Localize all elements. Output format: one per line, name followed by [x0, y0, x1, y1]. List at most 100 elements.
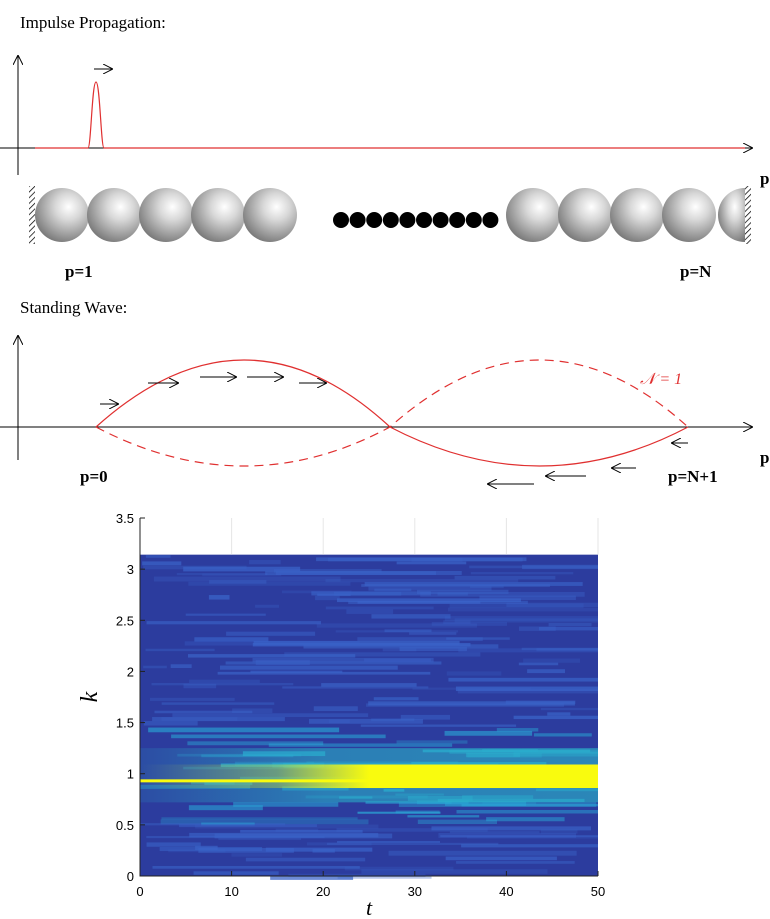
heatmap-streak — [253, 640, 460, 645]
heatmap-streak — [152, 717, 285, 722]
heatmap-streak — [454, 618, 598, 623]
heatmap-streak — [273, 569, 382, 573]
heatmap-streak — [160, 819, 369, 825]
heatmap-streak — [540, 829, 578, 834]
heatmap-streak — [255, 604, 280, 608]
dot — [482, 212, 499, 228]
heatmap-streak — [146, 842, 201, 847]
x-tick-label: 20 — [316, 884, 330, 899]
heatmap-streak — [384, 629, 432, 633]
dot — [382, 212, 399, 228]
heatmap-streak — [337, 875, 432, 879]
y-tick-label: 1.5 — [116, 716, 134, 731]
heatmap-streak — [357, 601, 481, 604]
heatmap-streak — [233, 802, 339, 807]
dot — [449, 212, 466, 228]
x-tick-label: 30 — [408, 884, 422, 899]
x-tick-label: 0 — [136, 884, 143, 899]
heatmap-streak — [252, 642, 471, 647]
heatmap-streak — [457, 688, 598, 694]
heatmap-streak — [444, 616, 598, 621]
heatmap-streak — [522, 564, 598, 570]
heatmap-streak — [455, 686, 598, 692]
heatmap-streak — [170, 664, 192, 669]
heatmap-streak — [284, 652, 481, 657]
heatmap-streak — [171, 734, 386, 739]
heatmap-streak — [152, 865, 360, 869]
site-label: p=0 — [80, 467, 108, 486]
heatmap-streak — [417, 819, 497, 825]
impulse-axes — [0, 56, 752, 175]
heatmap-streak — [470, 584, 504, 589]
heatmap-streak — [346, 609, 394, 614]
heatmap-streak — [388, 850, 577, 856]
heatmap-streak — [153, 576, 341, 582]
sphere — [662, 188, 716, 242]
heatmap-streak — [315, 595, 340, 601]
heatmap-streak — [143, 721, 198, 726]
heatmap-streak — [371, 614, 451, 619]
heatmap-streak — [396, 561, 467, 565]
arrows — [100, 377, 688, 484]
sphere — [558, 188, 612, 242]
heatmap-streak — [226, 631, 316, 636]
y-tick-label: 0 — [127, 869, 134, 884]
heatmap-streak — [446, 671, 502, 676]
wave-axes — [0, 336, 752, 460]
heatmap-streak — [225, 661, 442, 665]
heatmap-streak — [521, 647, 598, 651]
heatmap-streak — [145, 555, 171, 558]
site-label: p=N — [680, 262, 712, 281]
dot — [465, 212, 482, 228]
x-tick-label: 50 — [591, 884, 605, 899]
heatmap-streak — [172, 713, 369, 718]
heatmap-streak — [282, 686, 429, 689]
heatmap-streak — [198, 848, 294, 853]
heatmap-streak — [231, 853, 283, 857]
heatmap-streak — [161, 702, 275, 705]
heatmap-streak — [357, 811, 441, 814]
heatmap-streak — [148, 727, 340, 733]
heatmap-streak — [409, 632, 457, 635]
heatmap-streak — [469, 565, 598, 569]
section-title: Impulse Propagation: — [20, 13, 166, 32]
heatmap-streak — [539, 626, 598, 631]
heatmap-streak — [337, 840, 440, 843]
heatmap-streak — [513, 715, 598, 720]
heatmap-streak — [208, 595, 230, 600]
y-tick-label: 3.5 — [116, 511, 134, 526]
heatmap-streak — [308, 718, 423, 724]
heatmap-streak — [189, 679, 260, 684]
heatmap-streak — [523, 658, 581, 663]
x-tick-label: 10 — [224, 884, 238, 899]
heatmap-streak — [461, 844, 598, 848]
heatmap-streak — [146, 621, 321, 625]
heatmap-streak — [470, 572, 574, 575]
heatmap-streak — [506, 602, 598, 608]
heatmap-streak — [420, 591, 585, 597]
heatmap-streak — [461, 803, 598, 807]
heatmap-streak — [527, 669, 566, 674]
heatmap-streak — [220, 665, 398, 670]
heatmap-streak — [400, 714, 451, 720]
sphere — [718, 188, 745, 242]
heatmap-streak — [316, 557, 527, 562]
wall — [745, 186, 751, 244]
heatmap-streak — [270, 875, 354, 880]
heatmap-streak — [416, 589, 509, 595]
heatmap-streak — [547, 712, 571, 716]
wave-solid — [95, 359, 689, 467]
heatmap-streak — [449, 831, 540, 834]
axis-label: p — [760, 448, 769, 467]
heatmap-streak — [364, 582, 583, 586]
heatmap-streak — [536, 648, 598, 652]
sphere — [243, 188, 297, 242]
x-tick-label: 40 — [499, 884, 513, 899]
heatmap-streak — [187, 741, 324, 746]
heatmap-streak — [326, 842, 499, 846]
heatmap-streak — [407, 815, 480, 818]
heatmap-streak — [444, 730, 533, 736]
heatmap-field — [140, 554, 598, 876]
heatmap-streak — [202, 573, 282, 577]
mode-label: 𝒩 = 1 — [640, 371, 682, 388]
